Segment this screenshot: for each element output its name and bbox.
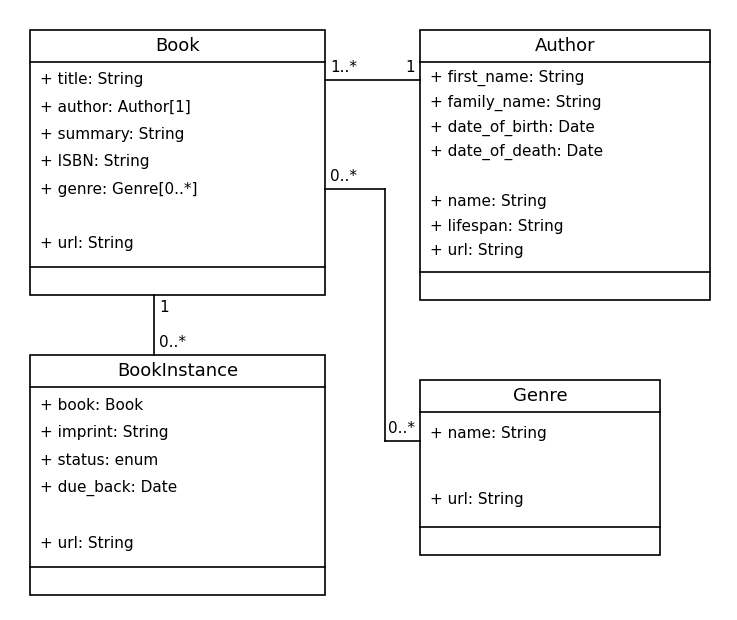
Text: + imprint: String: + imprint: String (40, 425, 169, 440)
Text: + url: String: + url: String (40, 236, 133, 251)
Bar (30, 355, 325, 595)
Text: 0..*: 0..* (159, 335, 186, 350)
Text: + name: String: + name: String (430, 194, 547, 209)
Text: + name: String: + name: String (430, 426, 547, 441)
Text: 0..*: 0..* (388, 421, 415, 436)
Text: Book: Book (156, 37, 200, 55)
Text: + genre: Genre[0..*]: + genre: Genre[0..*] (40, 182, 198, 197)
Text: + lifespan: String: + lifespan: String (430, 219, 564, 234)
Text: + status: enum: + status: enum (40, 453, 158, 468)
Text: + summary: String: + summary: String (40, 127, 184, 142)
Text: + date_of_birth: Date: + date_of_birth: Date (430, 120, 595, 136)
Text: + url: String: + url: String (430, 244, 523, 259)
Text: + date_of_death: Date: + date_of_death: Date (430, 144, 603, 161)
Text: + ISBN: String: + ISBN: String (40, 154, 150, 169)
Text: 1..*: 1..* (330, 60, 357, 75)
Text: + due_back: Date: + due_back: Date (40, 480, 178, 496)
Text: + family_name: String: + family_name: String (430, 95, 601, 111)
Text: Genre: Genre (513, 387, 567, 405)
Text: 1: 1 (159, 300, 169, 315)
Text: + url: String: + url: String (40, 536, 133, 551)
Bar (30, 30, 325, 295)
Bar (420, 380, 660, 555)
Bar (420, 30, 710, 300)
Text: Author: Author (534, 37, 595, 55)
Text: + url: String: + url: String (430, 492, 523, 507)
Text: + author: Author[1]: + author: Author[1] (40, 100, 191, 115)
Text: 0..*: 0..* (330, 169, 357, 184)
Text: BookInstance: BookInstance (117, 362, 238, 380)
Text: 1: 1 (405, 60, 415, 75)
Text: + first_name: String: + first_name: String (430, 70, 584, 86)
Text: + book: Book: + book: Book (40, 397, 143, 412)
Text: + title: String: + title: String (40, 73, 144, 87)
